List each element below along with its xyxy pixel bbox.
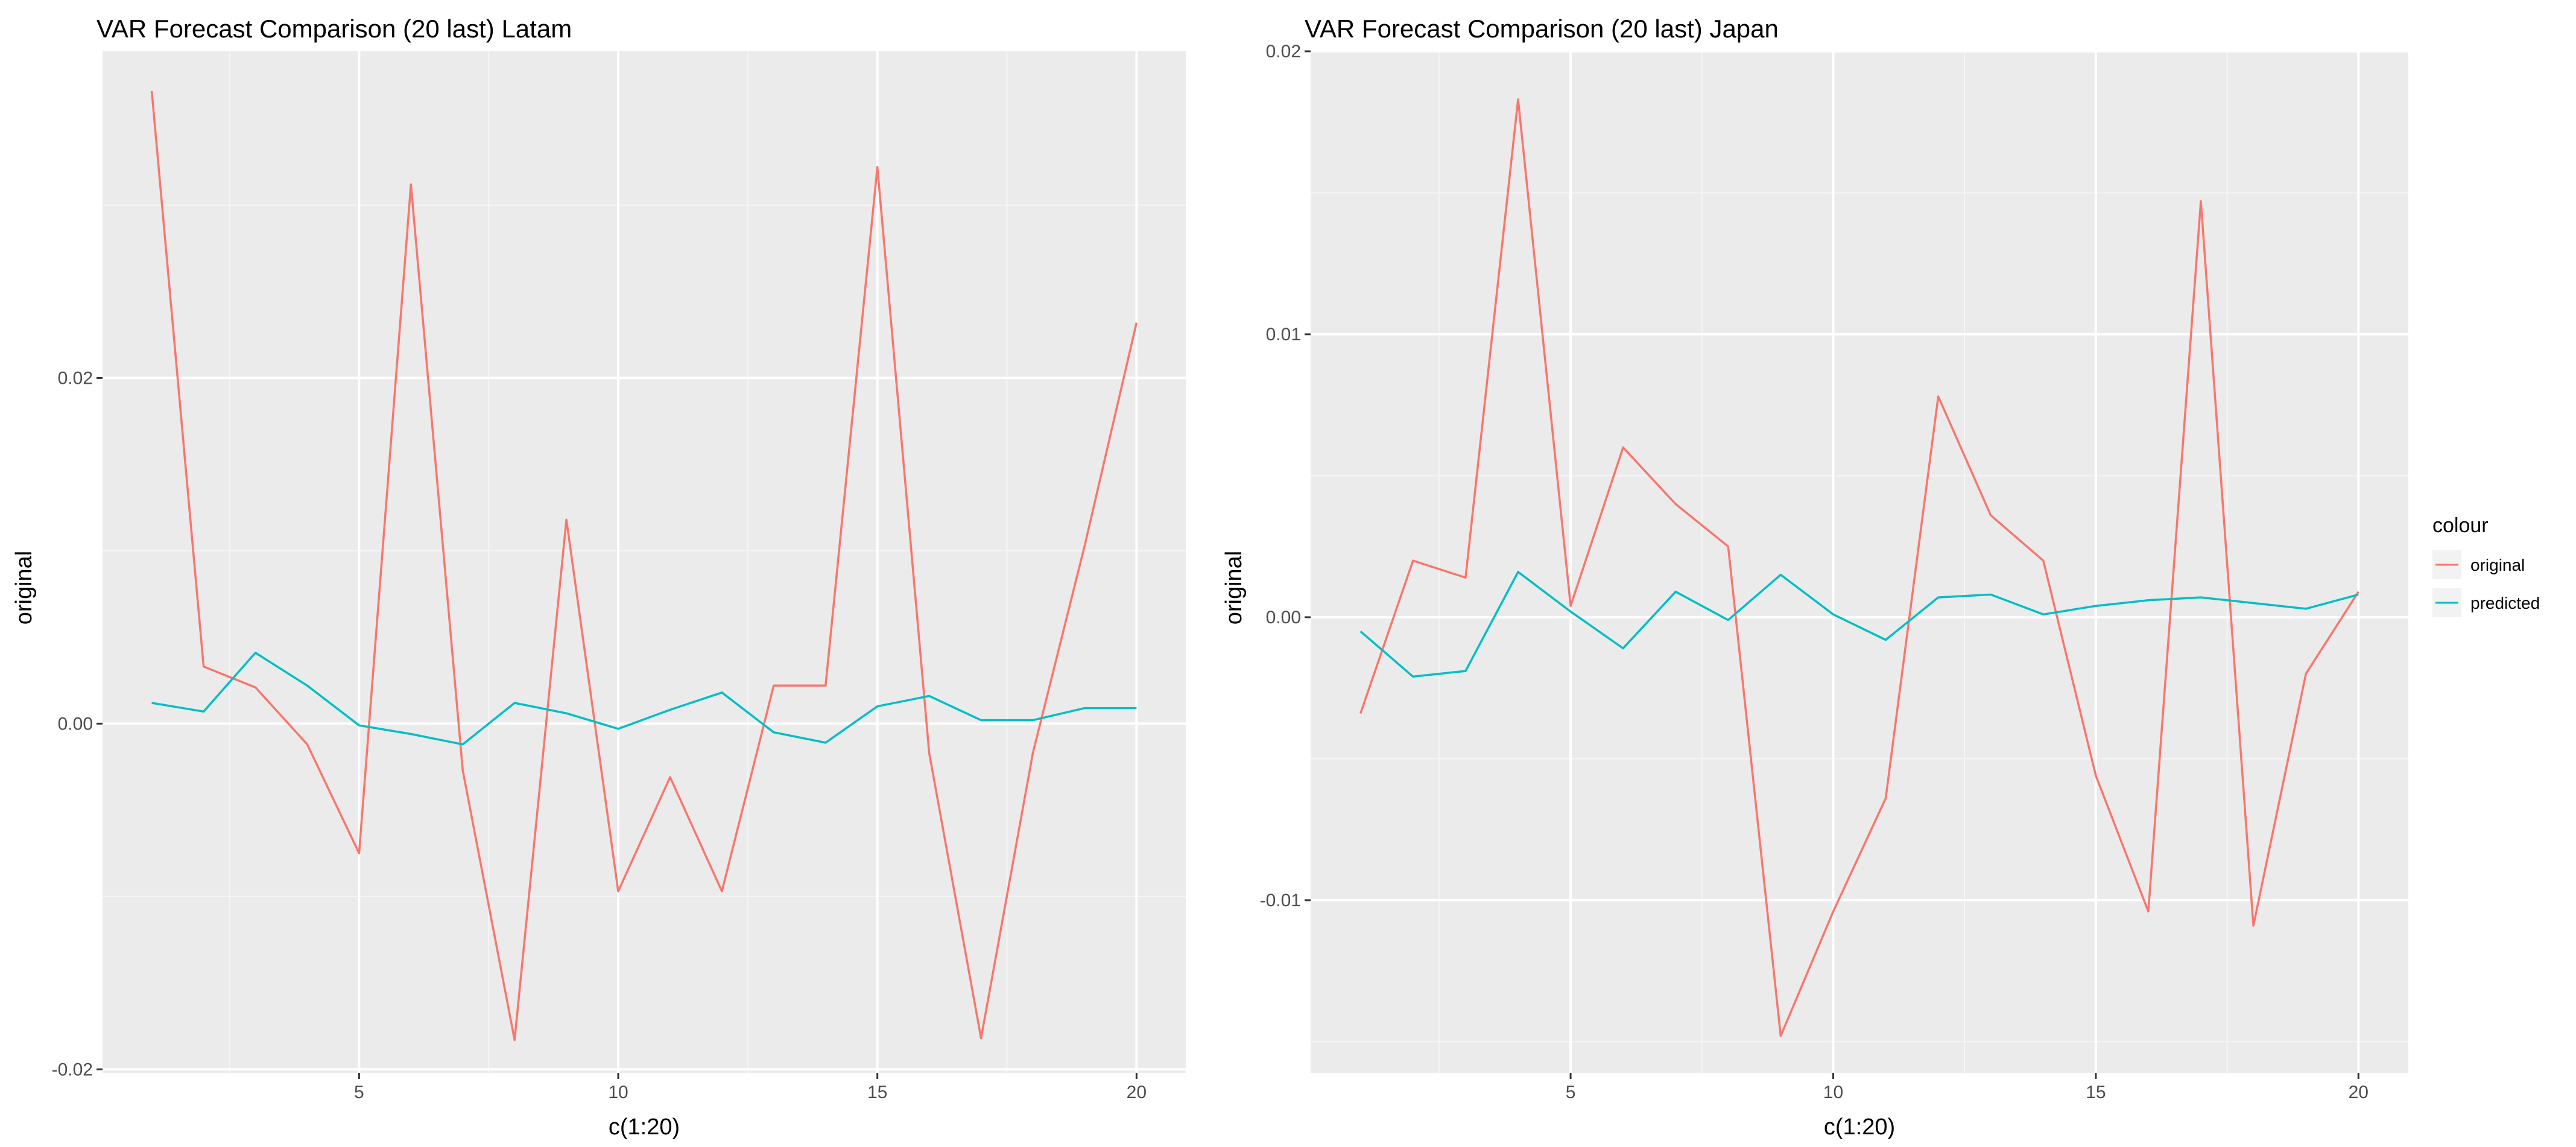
series-line-original	[1359, 98, 2359, 1037]
x-tick-label: 10	[608, 1082, 628, 1102]
series-line-predicted	[1359, 571, 2359, 678]
x-tick-label: 20	[2349, 1082, 2369, 1102]
y-tick-label: -0.01	[1260, 891, 1301, 910]
x-axis-title: c(1:20)	[1824, 1114, 1895, 1140]
panel-background	[1311, 51, 2408, 1073]
series-line-predicted	[151, 652, 1137, 746]
x-tick-label: 15	[2086, 1082, 2106, 1102]
y-tick-label: 0.02	[58, 368, 93, 388]
plot-area	[103, 51, 1186, 1073]
legend: colour original predicted	[2432, 514, 2540, 617]
series-line-original	[150, 91, 1138, 1041]
y-tick-label: 0.00	[1266, 608, 1301, 628]
y-tick-label: -0.02	[52, 1060, 93, 1079]
x-tick-label: 10	[1823, 1082, 1843, 1102]
chart-latam: VAR Forecast Comparison (20 last) Latam …	[11, 14, 1186, 1140]
x-tick-label: 5	[1566, 1082, 1576, 1102]
legend-label-original: original	[2470, 556, 2525, 574]
x-tick-label: 20	[1127, 1082, 1147, 1102]
y-tick-label: 0.00	[58, 714, 93, 734]
y-tick-label: 0.02	[1266, 42, 1301, 62]
x-tick-label: 5	[354, 1082, 364, 1102]
chart-title: VAR Forecast Comparison (20 last) Latam	[97, 14, 572, 43]
chart-japan: VAR Forecast Comparison (20 last) Japan …	[1221, 14, 2408, 1140]
y-axis-title: original	[11, 551, 37, 625]
legend-item-original: original	[2432, 550, 2525, 579]
legend-item-predicted: predicted	[2432, 588, 2540, 617]
y-tick-label: 0.01	[1266, 325, 1301, 345]
legend-title: colour	[2432, 514, 2489, 537]
plot-area	[1311, 50, 2408, 1073]
y-axis-title: original	[1221, 551, 1247, 625]
legend-label-predicted: predicted	[2470, 594, 2540, 612]
chart-title: VAR Forecast Comparison (20 last) Japan	[1305, 14, 1779, 43]
x-axis-title: c(1:20)	[609, 1114, 680, 1140]
panel-background	[103, 51, 1186, 1073]
x-tick-label: 15	[867, 1082, 887, 1102]
